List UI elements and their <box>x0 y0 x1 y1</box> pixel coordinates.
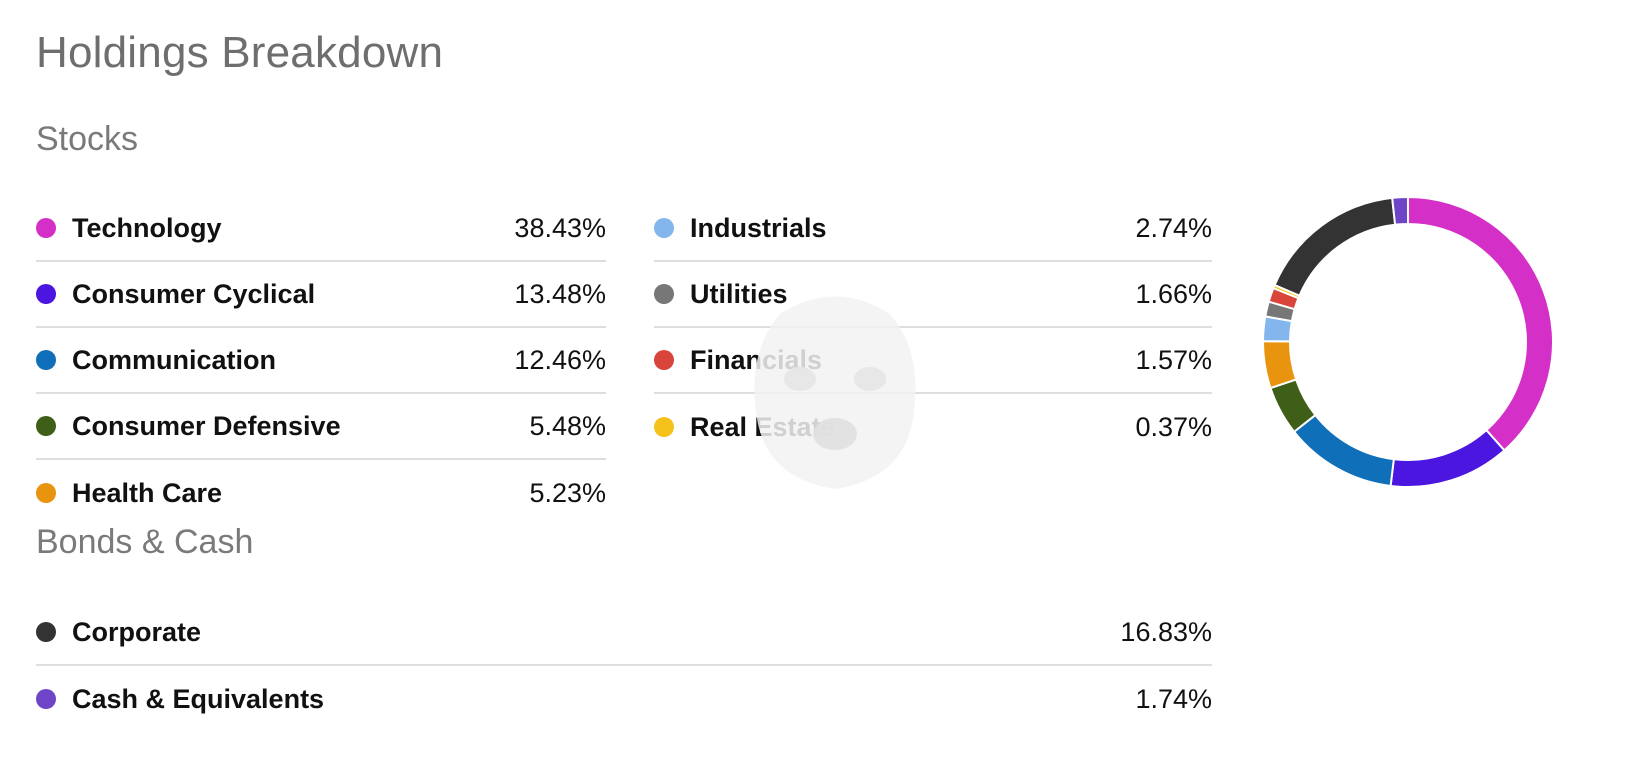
legend-row-health-care: Health Care 5.23% <box>36 460 606 526</box>
legend-label: Cash & Equivalents <box>72 683 325 714</box>
legend-row-consumer-cyclical: Consumer Cyclical 13.48% <box>36 262 606 328</box>
legend-value: 5.23% <box>529 477 606 508</box>
donut-slice-communication <box>1292 413 1395 488</box>
legend-label: Financials <box>690 344 823 375</box>
legend-row-consumer-defensive: Consumer Defensive 5.48% <box>36 394 606 460</box>
donut-slice-technology <box>1407 195 1554 452</box>
communication-color-dot <box>36 350 56 370</box>
legend-value: 1.57% <box>1135 344 1212 375</box>
legend-label: Technology <box>72 212 222 243</box>
legend-row-real-estate: Real Estate 0.37% <box>654 394 1212 460</box>
legend-row-corporate: Corporate 16.83% <box>36 600 1212 666</box>
legend-row-communication: Communication 12.46% <box>36 328 606 394</box>
stocks-left-list: Technology 38.43% Consumer Cyclical 13.4… <box>36 196 606 526</box>
legend-value: 1.74% <box>1135 683 1212 714</box>
legend-label: Corporate <box>72 616 202 647</box>
stocks-section-title: Stocks <box>36 120 139 158</box>
corporate-color-dot <box>36 622 56 642</box>
donut-slice-cash-equivalents <box>1391 195 1409 226</box>
legend-label: Utilities <box>690 278 788 309</box>
legend-value: 2.74% <box>1135 212 1212 243</box>
legend-row-industrials: Industrials 2.74% <box>654 196 1212 262</box>
stocks-right-list: Industrials 2.74% Utilities 1.66% Financ… <box>654 196 1212 460</box>
legend-label: Communication <box>72 344 277 375</box>
legend-label: Health Care <box>72 477 223 508</box>
financials-color-dot <box>654 350 674 370</box>
legend-label: Consumer Defensive <box>72 410 341 441</box>
legend-row-utilities: Utilities 1.66% <box>654 262 1212 328</box>
donut-slice-consumer-cyclical <box>1389 428 1506 488</box>
bonds-section-title: Bonds & Cash <box>36 523 254 561</box>
legend-label: Real Estate <box>690 411 836 442</box>
page-title: Holdings Breakdown <box>36 28 444 77</box>
cash-equivalents-color-dot <box>36 689 56 709</box>
legend-value: 0.37% <box>1135 411 1212 442</box>
legend-label: Consumer Cyclical <box>72 278 316 309</box>
technology-color-dot <box>36 218 56 238</box>
donut-slice-corporate <box>1273 196 1397 297</box>
bonds-cash-list: Corporate 16.83% Cash & Equivalents 1.74… <box>36 600 1212 732</box>
legend-row-financials: Financials 1.57% <box>654 328 1212 394</box>
health-care-color-dot <box>36 483 56 503</box>
legend-row-cash-equivalents: Cash & Equivalents 1.74% <box>36 666 1212 732</box>
real-estate-color-dot <box>654 417 674 437</box>
legend-value: 5.48% <box>529 410 606 441</box>
donut-slice-health-care <box>1262 340 1298 390</box>
legend-value: 1.66% <box>1135 278 1212 309</box>
legend-value: 12.46% <box>514 344 606 375</box>
legend-value: 38.43% <box>514 212 606 243</box>
legend-label: Industrials <box>690 212 827 243</box>
utilities-color-dot <box>654 284 674 304</box>
donut-svg <box>1261 195 1554 488</box>
legend-value: 13.48% <box>514 278 606 309</box>
consumer-defensive-color-dot <box>36 416 56 436</box>
holdings-donut-chart <box>1248 182 1568 502</box>
consumer-cyclical-color-dot <box>36 284 56 304</box>
industrials-color-dot <box>654 218 674 238</box>
legend-value: 16.83% <box>1120 616 1212 647</box>
legend-row-technology: Technology 38.43% <box>36 196 606 262</box>
